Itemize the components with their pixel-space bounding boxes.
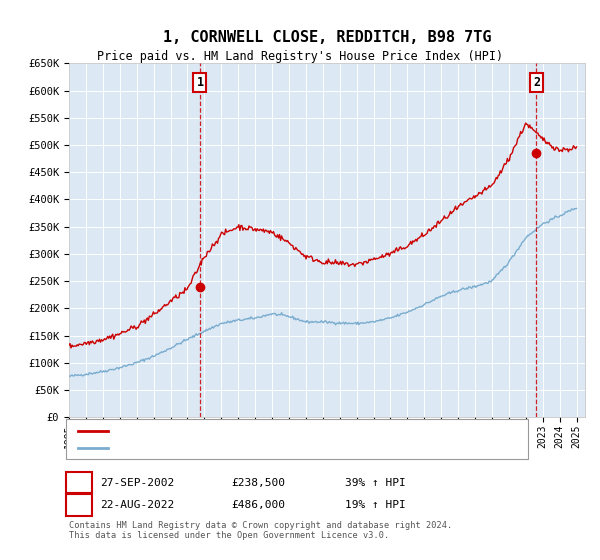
Text: 39% ↑ HPI: 39% ↑ HPI bbox=[345, 478, 406, 488]
Text: £486,000: £486,000 bbox=[231, 500, 285, 510]
Text: 1: 1 bbox=[196, 76, 203, 89]
Text: 2: 2 bbox=[533, 76, 540, 89]
Text: 22-AUG-2022: 22-AUG-2022 bbox=[100, 500, 175, 510]
Text: 27-SEP-2002: 27-SEP-2002 bbox=[100, 478, 175, 488]
Text: 2: 2 bbox=[76, 500, 83, 510]
Text: 1: 1 bbox=[76, 478, 83, 488]
Text: 19% ↑ HPI: 19% ↑ HPI bbox=[345, 500, 406, 510]
Text: HPI: Average price, detached house, Redditch: HPI: Average price, detached house, Redd… bbox=[112, 443, 387, 452]
Title: 1, CORNWELL CLOSE, REDDITCH, B98 7TG: 1, CORNWELL CLOSE, REDDITCH, B98 7TG bbox=[163, 30, 491, 45]
Text: £238,500: £238,500 bbox=[231, 478, 285, 488]
Text: Contains HM Land Registry data © Crown copyright and database right 2024.: Contains HM Land Registry data © Crown c… bbox=[69, 521, 452, 530]
Text: 1, CORNWELL CLOSE, REDDITCH, B98 7TG (detached house): 1, CORNWELL CLOSE, REDDITCH, B98 7TG (de… bbox=[112, 426, 443, 436]
Text: Price paid vs. HM Land Registry's House Price Index (HPI): Price paid vs. HM Land Registry's House … bbox=[97, 50, 503, 63]
Text: This data is licensed under the Open Government Licence v3.0.: This data is licensed under the Open Gov… bbox=[69, 531, 389, 540]
